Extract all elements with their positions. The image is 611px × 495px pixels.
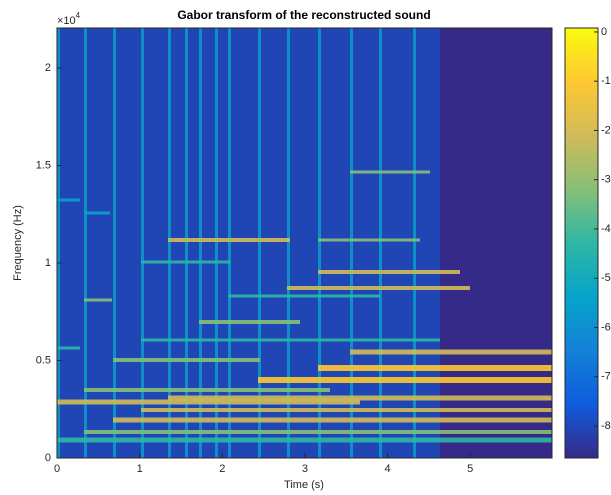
spec-note [350,28,379,458]
x-tick-label: 4 [384,463,390,475]
y-tick-label: 0 [45,452,51,464]
spec-onset [113,28,116,458]
spec-note [168,28,185,458]
x-axis-label: Time (s) [284,479,324,491]
spec-harmonic [287,286,470,290]
spec-harmonic [141,260,230,264]
colorbar-tick-label: -30 [601,174,611,186]
spectrogram [57,28,552,458]
colorbar-tick-label: 0 [601,26,607,38]
spec-harmonic [84,430,552,434]
spec-onset [379,28,382,458]
spec-harmonic [318,238,420,242]
spec-onset [228,28,231,458]
spec-harmonic [318,270,460,274]
y-tick-label: 0.5 [36,354,51,366]
spec-harmonic [258,377,552,383]
x-tick-label: 2 [219,463,225,475]
spec-harmonic [168,395,552,401]
spec-harmonic [141,408,552,412]
spec-onset [318,28,321,458]
y-axis-label: Frequency (Hz) [12,205,24,281]
spec-note [287,28,318,458]
spec-onset [413,28,416,458]
spec-harmonic [141,338,440,342]
colorbar-tick-label: -60 [601,321,611,333]
spec-harmonic [57,399,360,405]
colorbar [564,27,599,459]
spec-note [57,28,84,458]
spec-onset [84,28,87,458]
colorbar-tick-label: -40 [601,223,611,235]
x-tick-label: 0 [54,463,60,475]
spec-onset [199,28,202,458]
spec-harmonic [168,238,290,242]
spec-harmonic [350,349,552,355]
spec-onset [258,28,261,458]
spec-harmonic [350,170,430,174]
spec-harmonic [113,358,260,362]
y-tick-label: 2 [45,62,51,74]
axes: 0 1 2 3 4 5 0 0.5 1 1.5 2 [36,27,553,475]
spec-note [185,28,199,458]
spec-onset [141,28,144,458]
spec-note [258,28,287,458]
spec-note [228,28,258,458]
spec-onset [287,28,290,458]
spec-onset [57,28,60,458]
spec-harmonic [113,417,552,423]
spec-note [318,28,350,458]
colorbar-tick-label: -20 [601,124,611,136]
y-multiplier-exponent: 4 [76,11,81,20]
y-tick-label: 1 [45,257,51,269]
spec-note [84,28,113,458]
y-multiplier: ×104 [57,11,81,27]
spec-note [141,28,168,458]
spec-note [113,28,141,458]
spec-harmonic [84,298,112,302]
x-tick-label: 1 [137,463,143,475]
spec-note [215,28,228,458]
chart-title: Gabor transform of the reconstructed sou… [177,8,430,22]
spec-onset [215,28,218,458]
spec-note [199,28,215,458]
colorbar-tick-label: -10 [601,75,611,87]
colorbar-tick-label: -50 [601,272,611,284]
spec-harmonic [57,346,80,350]
spec-harmonic [57,198,80,202]
x-tick-label: 3 [302,463,308,475]
spec-harmonic [57,437,552,443]
spec-harmonic [199,320,300,324]
spec-harmonic [84,211,110,215]
y-multiplier-base: ×10 [57,15,76,27]
colorbar-tick-label: -80 [601,420,611,432]
spec-onset [350,28,353,458]
spec-onset [168,28,171,458]
colorbar-tick-label: -70 [601,371,611,383]
spec-onset [185,28,188,458]
y-tick-label: 1.5 [36,159,51,171]
spec-harmonic [318,365,552,371]
spec-note [379,28,413,458]
spec-note [413,28,440,458]
spec-harmonic [84,388,330,392]
spec-harmonic [228,294,380,298]
x-tick-label: 5 [467,463,473,475]
